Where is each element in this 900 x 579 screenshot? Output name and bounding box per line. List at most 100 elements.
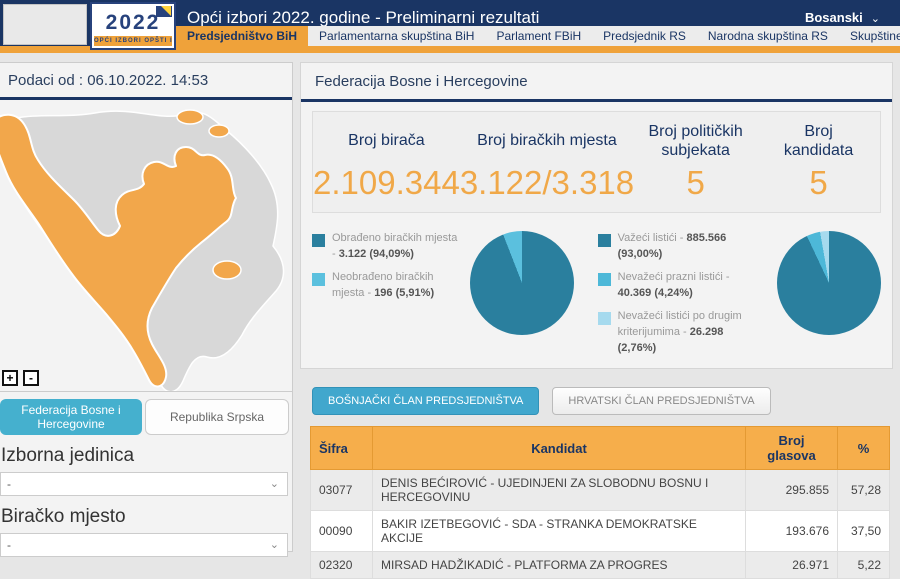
legend-item: Nevažeći listići po drugim kriterijumima… (597, 309, 763, 357)
pie-charts-row: Obrađeno biračkih mjesta - 3.122 (94,09%… (312, 225, 881, 364)
stat-politickih-subjekata: Broj političkih subjekata 5 (634, 120, 757, 202)
legend-item: Nevažeći prazni listići - 40.369 (4,24%) (597, 270, 763, 302)
secondary-logo-placeholder (3, 4, 87, 45)
nav-tab-parlamentarna-skupstina-bih[interactable]: Parlamentarna skupština BiH (308, 26, 486, 46)
cell-percent: 57,28 (837, 469, 890, 511)
column-header-sifra: Šifra (310, 426, 373, 470)
stats-box: Broj birača 2.109.344 Broj biračkih mjes… (312, 111, 881, 213)
chevron-down-icon: ⌄ (870, 13, 880, 25)
results-panel-title: Federacija Bosne i Hercegovine (301, 63, 892, 102)
legend-label: Nevažeći listići po drugim kriterijumima… (617, 309, 742, 338)
column-header-kandidat: Kandidat (372, 426, 746, 470)
biracko-mjesto-value: - (7, 538, 11, 552)
header-accent-strip (0, 46, 900, 53)
legend-value: 885.566 (93,00%) (617, 232, 727, 260)
izborna-jedinica-select[interactable]: - ⌄ (0, 472, 288, 496)
izborna-jedinica-label: Izborna jedinica (1, 445, 135, 466)
legend-value: 26.298 (2,76%) (617, 325, 724, 354)
stat-label: Broj kandidata (783, 122, 854, 159)
zoom-out-button[interactable]: - (23, 370, 39, 386)
legend-label: Nevažeći prazni listići - (617, 270, 730, 283)
column-header-percent: % (837, 426, 890, 470)
legend-value: 196 (5,91%) (374, 286, 435, 299)
table-row: 03077 DENIS BEĆIROVIĆ - UJEDINJENI ZA SL… (310, 469, 890, 511)
legend-swatch (312, 272, 325, 286)
pie-chart-processed-stations (469, 231, 574, 335)
cell-percent: 37,50 (837, 510, 890, 552)
nav-tab-skupstine-kantona[interactable]: Skupštine kantona u FBiH (838, 26, 900, 46)
stat-value: 5 (809, 164, 828, 201)
cell-candidate: MIRSAD HADŽIKADIĆ - PLATFORMA ZA PROGRES (372, 551, 746, 579)
cell-candidate: BAKIR IZETBEGOVIĆ - SDA - STRANKA DEMOKR… (372, 510, 746, 552)
legend-label: Neobrađeno biračkih mjesta - (332, 270, 434, 299)
entity-tabs: Federacija Bosne i Hercegovine Republika… (0, 392, 292, 435)
legend-value: 3.122 (94,09%) (338, 247, 414, 260)
cell-votes: 295.855 (745, 469, 838, 511)
map-exclave-2 (208, 124, 230, 138)
legend-label: Važeći listići - (617, 232, 684, 244)
left-panel: Podaci od : 06.10.2022. 14:53 + - Federac… (0, 62, 293, 557)
tab-republika-srpska[interactable]: Republika Srpska (145, 399, 289, 435)
tab-federacija-bih[interactable]: Federacija Bosne i Hercegovine (0, 399, 142, 435)
map-exclave-gorazde (212, 260, 242, 280)
bosniak-member-button[interactable]: BOŠNJAČKI ČLAN PREDSJEDNIŠTVA (312, 387, 540, 415)
chevron-down-icon: ⌄ (269, 539, 279, 551)
biracko-mjesto-label: Biračko mjesto (1, 506, 126, 527)
cell-votes: 193.676 (745, 510, 838, 552)
izborna-jedinica-value: - (7, 477, 11, 491)
cell-votes: 26.971 (745, 551, 838, 579)
column-header-broj-glasova: Broj glasova (745, 426, 838, 470)
page-title: Opći izbori 2022. godine - Preliminarni … (187, 8, 540, 27)
legend-swatch (597, 311, 611, 325)
cell-candidate: DENIS BEĆIROVIĆ - UJEDINJENI ZA SLOBODNU… (372, 469, 746, 511)
zoom-in-button[interactable]: + (2, 370, 18, 386)
legend-label: Obrađeno biračkih mjesta - (332, 232, 458, 260)
stat-value: 5 (686, 164, 705, 201)
language-selector[interactable]: Bosanski ⌄ (805, 10, 880, 25)
results-table: Šifra Kandidat Broj glasova % 03077 DENI… (310, 426, 890, 579)
cell-code: 02320 (310, 551, 373, 579)
legend-item: Neobrađeno biračkih mjesta - 196 (5,91%) (312, 270, 462, 302)
stat-label: Broj biračkih mjesta (477, 132, 617, 150)
legend-swatch (597, 272, 611, 286)
map-exclave-1 (176, 109, 204, 125)
pie2-legend: Važeći listići - 885.566 (93,00%) Nevaže… (597, 225, 763, 364)
logo-subtext: OPĆI IZBORI OPŠTI IZBORI (94, 36, 172, 46)
stat-value: 3.122/3.318 (459, 164, 635, 201)
table-row: 00090 BAKIR IZETBEGOVIĆ - SDA - STRANKA … (310, 510, 890, 552)
stat-label: Broj birača (348, 132, 425, 150)
legend-item: Važeći listići - 885.566 (93,00%) (597, 231, 763, 263)
elections-2022-logo: 2022 OPĆI IZBORI OPŠTI IZBORI (90, 2, 176, 50)
stat-broj-biraca: Broj birača 2.109.344 (313, 120, 460, 202)
legend-item: Obrađeno biračkih mjesta - 3.122 (94,09%… (312, 231, 462, 263)
stat-value: 2.109.344 (313, 164, 460, 201)
bih-map[interactable] (0, 100, 292, 392)
stat-label: Broj političkih subjekata (648, 122, 743, 159)
member-buttons-row: BOŠNJAČKI ČLAN PREDSJEDNIŠTVA HRVATSKI Č… (312, 387, 771, 415)
data-timestamp: Podaci od : 06.10.2022. 14:53 (0, 63, 292, 100)
table-header-row: Šifra Kandidat Broj glasova % (310, 426, 890, 470)
stat-kandidata: Broj kandidata 5 (757, 120, 880, 202)
pie-chart-ballots (777, 231, 881, 335)
logo-year: 2022 (105, 11, 161, 34)
nav-tab-narodna-skupstina-rs[interactable]: Narodna skupština RS (696, 26, 839, 46)
main-nav: Predsjedništvo BiH Parlamentarna skupšti… (176, 26, 900, 46)
pie1-legend: Obrađeno biračkih mjesta - 3.122 (94,09%… (312, 225, 462, 364)
map-region-federation (0, 113, 237, 388)
nav-tab-predsjednik-rs[interactable]: Predsjednik RS (592, 26, 697, 46)
bih-flag-icon (156, 6, 172, 17)
cell-percent: 5,22 (837, 551, 890, 579)
croat-member-button[interactable]: HRVATSKI ČLAN PREDSJEDNIŠTVA (552, 387, 771, 415)
stat-birackih-mjesta: Broj biračkih mjesta 3.122/3.318 (460, 120, 634, 202)
biracko-mjesto-select[interactable]: - ⌄ (0, 533, 288, 557)
legend-swatch (312, 234, 325, 247)
chevron-down-icon: ⌄ (269, 478, 279, 490)
language-label: Bosanski (804, 10, 863, 25)
table-row: 02320 MIRSAD HADŽIKADIĆ - PLATFORMA ZA P… (310, 551, 890, 579)
map-area: + - (0, 100, 292, 392)
nav-tab-predsjednistvo-bih[interactable]: Predsjedništvo BiH (176, 26, 309, 46)
nav-tab-parlament-fbih[interactable]: Parlament FBiH (485, 26, 593, 46)
map-zoom-controls: + - (2, 369, 44, 387)
results-panel: Federacija Bosne i Hercegovine Broj bira… (300, 62, 893, 369)
